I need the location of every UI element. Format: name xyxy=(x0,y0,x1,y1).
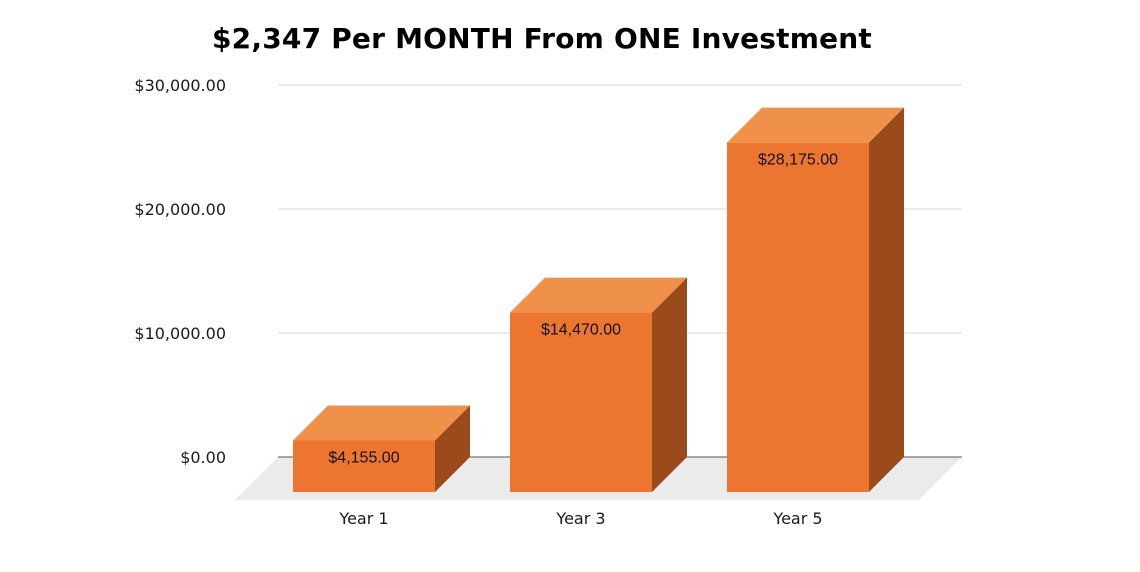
x-axis-categories-layer: Year 1 Year 3 Year 5 xyxy=(338,509,822,528)
bar xyxy=(293,405,470,492)
data-label: $4,155.00 xyxy=(328,449,399,466)
bar-front xyxy=(293,440,435,492)
data-labels-layer: $4,155.00 $14,470.00 $28,175.00 xyxy=(328,152,838,467)
y-tick-label: $30,000.00 xyxy=(134,76,226,95)
bar-side xyxy=(652,277,687,492)
x-category-label: Year 1 xyxy=(338,509,388,528)
y-tick-label: $20,000.00 xyxy=(134,200,226,219)
bar-top xyxy=(510,277,687,313)
bar-front xyxy=(510,312,652,492)
chart-title: $2,347 Per MONTH From ONE Investment xyxy=(212,22,872,55)
bar-side xyxy=(435,405,470,492)
bar-front xyxy=(727,142,869,492)
bars-layer xyxy=(293,107,904,492)
y-tick-label: $0.00 xyxy=(180,448,226,467)
data-label: $28,175.00 xyxy=(758,152,838,169)
bar xyxy=(510,277,687,492)
y-axis-ticks-layer: $0.00 $10,000.00 $20,000.00 $30,000.00 xyxy=(134,76,226,467)
bar-side xyxy=(869,107,904,492)
data-label: $14,470.00 xyxy=(541,322,621,339)
y-tick-label: $10,000.00 xyxy=(134,324,226,343)
x-category-label: Year 3 xyxy=(555,509,605,528)
bar xyxy=(727,107,904,492)
bar-top xyxy=(293,405,470,441)
bar-top xyxy=(727,107,904,143)
x-category-label: Year 5 xyxy=(772,509,822,528)
